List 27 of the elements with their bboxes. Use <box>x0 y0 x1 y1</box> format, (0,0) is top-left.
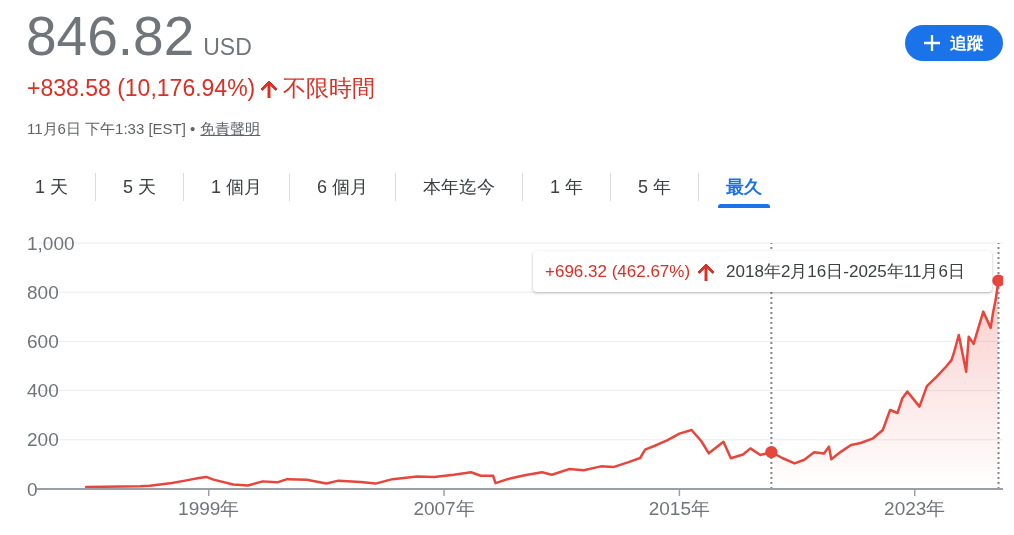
tooltip-card: +696.32 (462.67%) 2018年2月16日-2025年11月6日 <box>533 251 992 292</box>
text: 5 天 <box>123 176 157 199</box>
text: 最久 <box>726 176 763 199</box>
x-tick-label: 2015年 <box>648 498 711 520</box>
text: 不限時間 <box>283 75 376 101</box>
y-tick-label: 800 <box>27 281 59 303</box>
text: 1 個月 <box>211 176 263 199</box>
chart-title: 846.82 USD <box>26 5 252 67</box>
y-tick-label: 0 <box>27 478 38 500</box>
text: 1 年 <box>550 176 584 199</box>
text: 5 年 <box>638 176 672 199</box>
text: 6 個月 <box>317 176 369 199</box>
follow-button: 追蹤 <box>905 25 1003 61</box>
x-tick-label: 2007年 <box>413 498 475 520</box>
text: 本年迄今 <box>423 176 496 199</box>
text: 1 天 <box>35 176 69 199</box>
y-tick-label: 200 <box>27 429 59 451</box>
annotation: +696.32 (462.67%) <box>545 261 691 282</box>
text: 11月6日 下午1:33 [EST] • <box>27 120 196 137</box>
annotation: 2018年2月16日-2025年11月6日 <box>726 261 965 283</box>
chart-subtitle: +838.58 (10,176.94%) <box>27 75 256 101</box>
text: 免責聲明 <box>200 120 261 137</box>
y-tick-label: 600 <box>27 331 59 353</box>
y-tick-label: 1,000 <box>27 232 75 254</box>
y-tick-label: 400 <box>27 380 59 402</box>
x-tick-label: 1999年 <box>178 498 240 520</box>
x-tick-label: 2023年 <box>884 498 946 520</box>
